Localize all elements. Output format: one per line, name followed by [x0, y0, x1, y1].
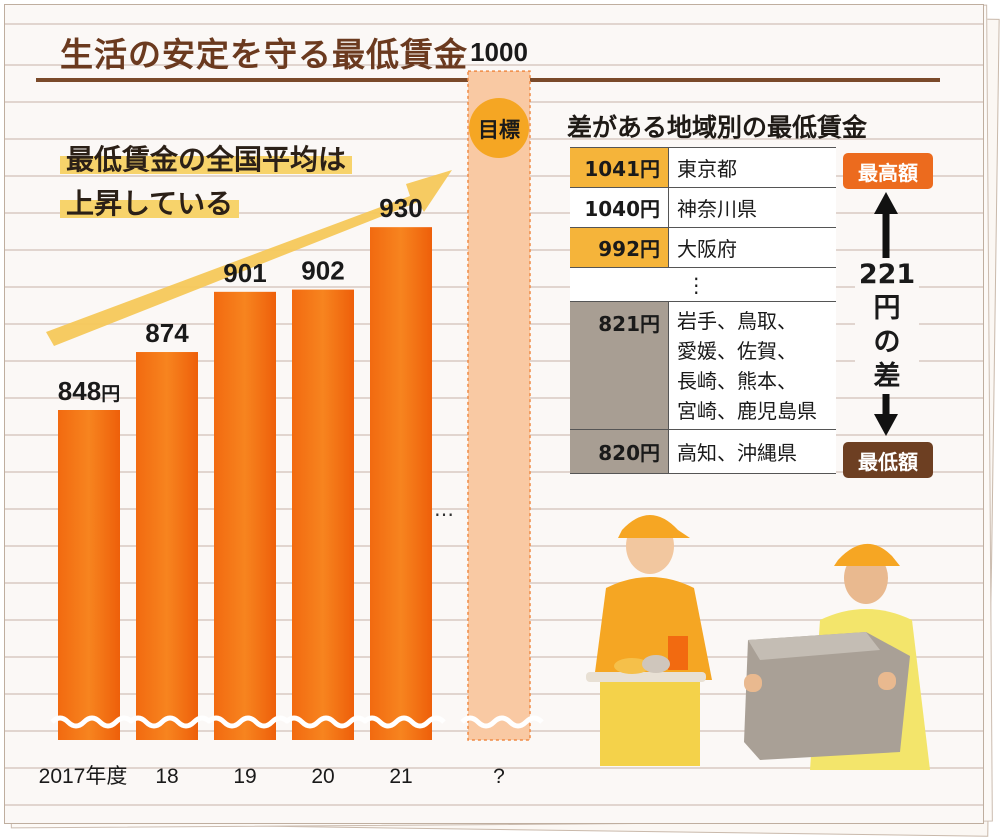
axis-break — [206, 715, 290, 729]
target-bar — [467, 70, 531, 741]
category-label: 21 — [389, 765, 412, 788]
difference-amount: 221 — [858, 259, 916, 290]
axis-break — [128, 715, 212, 729]
difference-word: 差 — [873, 361, 901, 392]
table-row: 821円 岩手、鳥取、 愛媛、佐賀、 長崎、熊本、 宮崎、鹿児島県 — [570, 301, 836, 430]
region-name: 東京都 — [668, 147, 836, 188]
wage-amount: 1040円 — [570, 187, 669, 228]
table-row: 1041円 東京都 — [570, 147, 836, 188]
region-name: ⋮ — [668, 267, 836, 302]
axis-break — [460, 715, 544, 729]
highest-badge: 最高額 — [843, 153, 933, 189]
table-row: ⋮ — [570, 267, 836, 302]
bar — [136, 352, 198, 740]
difference-label: 221 円 の 差 — [855, 258, 919, 394]
ellipsis: … — [434, 497, 454, 521]
region-name: 大阪府 — [668, 227, 836, 268]
value-label: 930 — [379, 193, 422, 223]
headline-line2: 上昇している — [60, 182, 240, 222]
axis-break — [50, 715, 134, 729]
bar — [214, 291, 276, 740]
wage-amount: 992円 — [570, 227, 669, 268]
value-label: 848円 — [58, 376, 120, 406]
staff-illustration — [586, 515, 930, 770]
table-row: 992円 大阪府 — [570, 227, 836, 268]
difference-particle: の — [873, 327, 901, 358]
region-name: 高知、沖縄県 — [668, 429, 836, 474]
wage-amount — [570, 267, 669, 302]
wage-amount: 820円 — [570, 429, 669, 474]
value-label: 874 — [145, 318, 189, 348]
page-title: 生活の安定を守る最低賃金 — [60, 35, 468, 74]
value-label: 901 — [223, 258, 266, 288]
table-row: 1040円 神奈川県 — [570, 187, 836, 228]
regional-wage-table: 1041円 東京都 1040円 神奈川県 992円 大阪府 ⋮ 821円 岩手、鳥取、 愛媛、佐… — [570, 147, 836, 474]
region-name: 岩手、鳥取、 愛媛、佐賀、 長崎、熊本、 宮崎、鹿児島県 — [668, 301, 836, 430]
axis-break — [362, 715, 446, 729]
bar — [370, 227, 432, 740]
value-label: 902 — [301, 256, 344, 286]
region-name: 神奈川県 — [668, 187, 836, 228]
axis-break — [284, 715, 368, 729]
wage-amount: 1041円 — [570, 147, 669, 188]
value-label: 1000 — [470, 37, 528, 67]
category-label: ? — [493, 765, 505, 788]
category-label: 18 — [155, 765, 178, 788]
lowest-badge: 最低額 — [843, 442, 933, 478]
difference-unit: 円 — [873, 293, 901, 324]
table-row: 820円 高知、沖縄県 — [570, 429, 836, 474]
bar — [58, 410, 120, 740]
category-label: 2017年度 — [39, 765, 128, 788]
wage-amount: 821円 — [570, 301, 669, 430]
category-label: 19 — [233, 765, 256, 788]
trend-arrow — [46, 170, 452, 346]
headline-line1: 最低賃金の全国平均は — [60, 138, 353, 178]
regional-table-title: 差がある地域別の最低賃金 — [567, 113, 868, 142]
category-label: 20 — [311, 765, 334, 788]
target-badge — [469, 98, 529, 158]
bar — [292, 289, 354, 740]
target-label: 目標 — [478, 118, 520, 142]
